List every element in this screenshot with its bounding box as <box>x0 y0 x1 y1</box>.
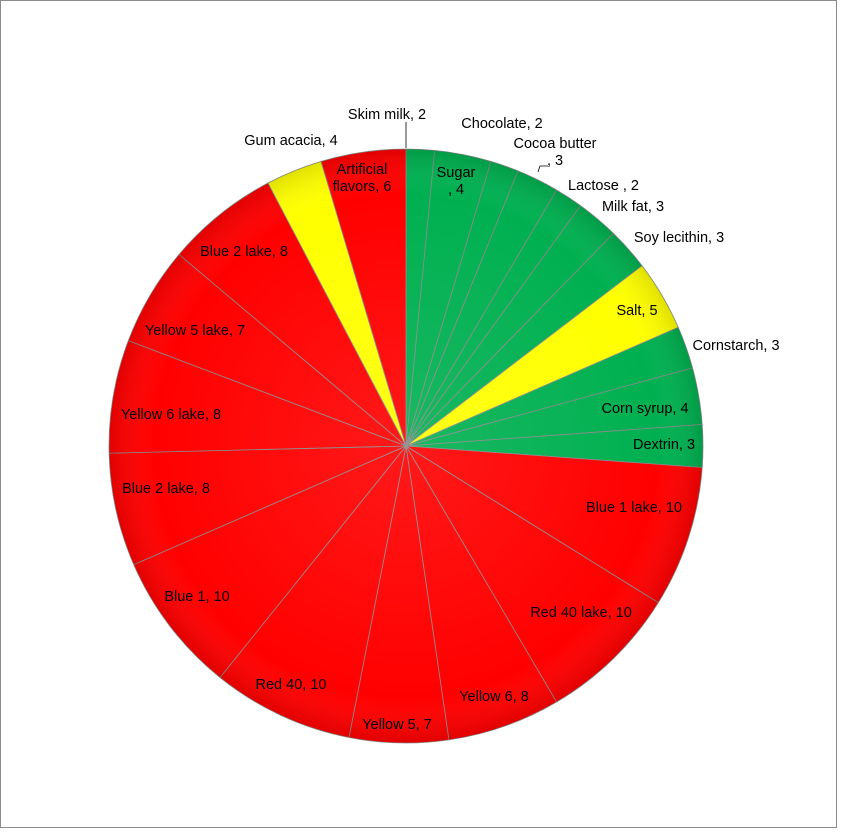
label-skim-milk-0: Skim milk, 2 <box>348 107 426 123</box>
leader-line-1 <box>537 165 548 173</box>
label-blue-1-16: Blue 1, 10 <box>164 589 229 605</box>
label-blue-1-lake-11: Blue 1 lake, 10 <box>586 500 682 516</box>
label-corn-syrup-9: Corn syrup, 4 <box>601 401 688 417</box>
slice-labels: Skim milk, 2 Sugar, 4 Chocolate, 2 Cocoa bu… <box>121 107 780 733</box>
label-cornstarch-8: Cornstarch, 3 <box>692 338 779 354</box>
label-chocolate-2: Chocolate, 2 <box>461 116 542 132</box>
label-sugar-1: Sugar, 4 <box>437 165 476 198</box>
pie-slices <box>108 148 704 744</box>
label-cocoa-butter-3: Cocoa butter, 3 <box>513 136 596 169</box>
label-blue-2-lake-20: Blue 2 lake, 8 <box>200 244 288 260</box>
label-yellow-5-lake-19: Yellow 5 lake, 7 <box>145 323 245 339</box>
label-red-40-15: Red 40, 10 <box>256 677 327 693</box>
label-dextrin-10: Dextrin, 3 <box>633 437 695 453</box>
label-lactose-4: Lactose , 2 <box>568 178 639 194</box>
label-yellow-6-lake-18: Yellow 6 lake, 8 <box>121 407 221 423</box>
label-soy-lecithin-6: Soy lecithin, 3 <box>634 230 724 246</box>
label-milk-fat-5: Milk fat, 3 <box>602 199 664 215</box>
label-gum-acacia-21: Gum acacia, 4 <box>244 133 338 149</box>
label-blue-2-lake-17: Blue 2 lake, 8 <box>122 481 210 497</box>
label-red-40-lake-12: Red 40 lake, 10 <box>530 605 632 621</box>
label-artificial-flavors-22: Artificial flavors, 6 <box>333 162 392 195</box>
label-salt-7: Salt, 5 <box>616 303 657 319</box>
label-yellow-5-14: Yellow 5, 7 <box>362 717 432 733</box>
label-yellow-6-13: Yellow 6, 8 <box>459 689 529 705</box>
leader-lines <box>405 122 548 173</box>
